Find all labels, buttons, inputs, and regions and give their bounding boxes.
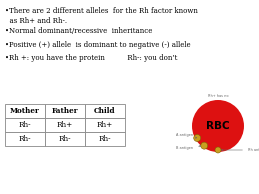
Text: Rh antigen: Rh antigen bbox=[221, 148, 259, 152]
Text: Rh+: Rh+ bbox=[97, 121, 113, 129]
Text: RBC: RBC bbox=[206, 121, 230, 131]
Circle shape bbox=[194, 134, 201, 141]
Circle shape bbox=[215, 147, 221, 153]
Text: Rh-: Rh- bbox=[19, 121, 31, 129]
Text: B antigen: B antigen bbox=[176, 146, 201, 150]
Text: •Positive (+) allele  is dominant to negative (-) allele: •Positive (+) allele is dominant to nega… bbox=[5, 41, 191, 49]
Text: •Normal dominant/recessive  inheritance: •Normal dominant/recessive inheritance bbox=[5, 27, 152, 35]
Bar bbox=[45, 104, 85, 118]
Bar bbox=[45, 118, 85, 132]
Text: Rh-: Rh- bbox=[59, 135, 71, 143]
Bar bbox=[85, 132, 125, 146]
Bar bbox=[85, 104, 125, 118]
Bar bbox=[45, 132, 85, 146]
Text: Father: Father bbox=[52, 107, 78, 115]
Text: A antigen: A antigen bbox=[176, 133, 197, 138]
Text: Rh+: Rh+ bbox=[57, 121, 73, 129]
Bar bbox=[5, 132, 45, 146]
Text: Mother: Mother bbox=[10, 107, 40, 115]
Text: Rh+ has no: Rh+ has no bbox=[208, 94, 228, 98]
Circle shape bbox=[201, 142, 208, 149]
Text: •There are 2 different alleles  for the Rh factor known
  as Rh+ and Rh-.: •There are 2 different alleles for the R… bbox=[5, 7, 198, 25]
Text: •Rh +: you have the protein          Rh-: you don’t: •Rh +: you have the protein Rh-: you don… bbox=[5, 54, 177, 62]
Bar bbox=[85, 118, 125, 132]
Text: Child: Child bbox=[94, 107, 116, 115]
Bar bbox=[5, 104, 45, 118]
Text: Rh-: Rh- bbox=[19, 135, 31, 143]
Bar bbox=[5, 118, 45, 132]
Text: Rh-: Rh- bbox=[99, 135, 111, 143]
Circle shape bbox=[192, 100, 244, 152]
